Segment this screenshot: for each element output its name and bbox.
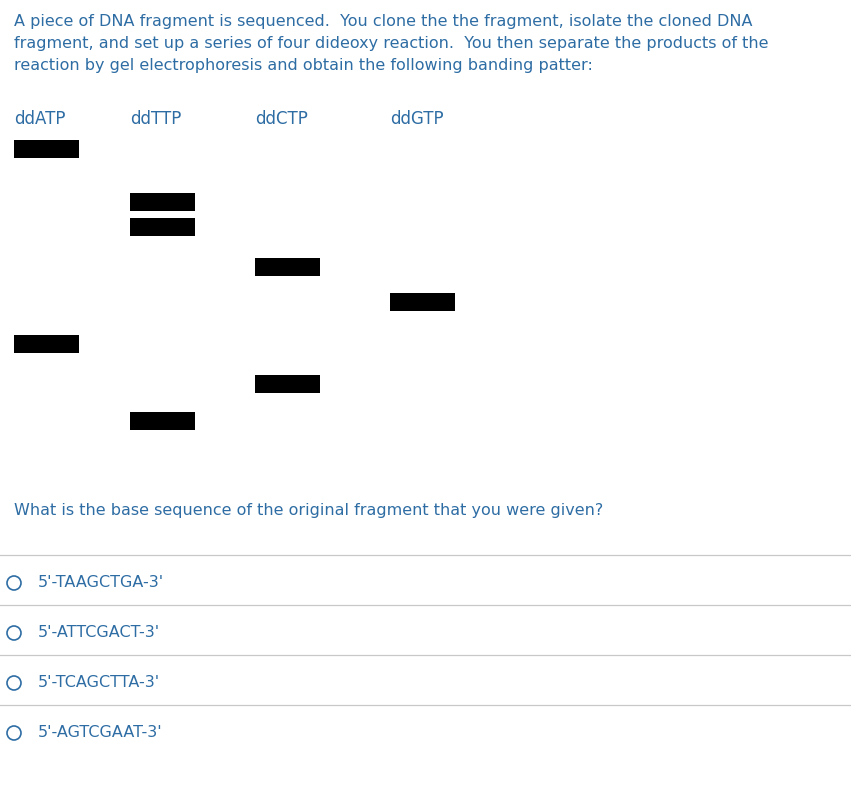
Bar <box>130 412 195 430</box>
Bar <box>255 258 320 276</box>
Text: fragment, and set up a series of four dideoxy reaction.  You then separate the p: fragment, and set up a series of four di… <box>14 36 768 51</box>
Text: ddATP: ddATP <box>14 110 66 128</box>
Text: A piece of DNA fragment is sequenced.  You clone the the fragment, isolate the c: A piece of DNA fragment is sequenced. Yo… <box>14 14 752 29</box>
Circle shape <box>7 576 21 590</box>
Text: 5'-TAAGCTGA-3': 5'-TAAGCTGA-3' <box>38 575 164 590</box>
Bar <box>14 140 79 158</box>
Circle shape <box>7 726 21 740</box>
Text: What is the base sequence of the original fragment that you were given?: What is the base sequence of the origina… <box>14 503 603 518</box>
Bar <box>14 335 79 353</box>
Text: 5'-ATTCGACT-3': 5'-ATTCGACT-3' <box>38 625 160 640</box>
Bar <box>130 193 195 211</box>
Bar <box>255 375 320 393</box>
Text: ddCTP: ddCTP <box>255 110 308 128</box>
Bar <box>130 218 195 236</box>
Text: 5'-TCAGCTTA-3': 5'-TCAGCTTA-3' <box>38 675 160 690</box>
Circle shape <box>7 626 21 640</box>
Text: reaction by gel electrophoresis and obtain the following banding patter:: reaction by gel electrophoresis and obta… <box>14 58 593 73</box>
Text: ddGTP: ddGTP <box>390 110 443 128</box>
Text: 5'-AGTCGAAT-3': 5'-AGTCGAAT-3' <box>38 725 163 740</box>
Circle shape <box>7 676 21 690</box>
Bar <box>390 293 455 311</box>
Text: ddTTP: ddTTP <box>130 110 181 128</box>
